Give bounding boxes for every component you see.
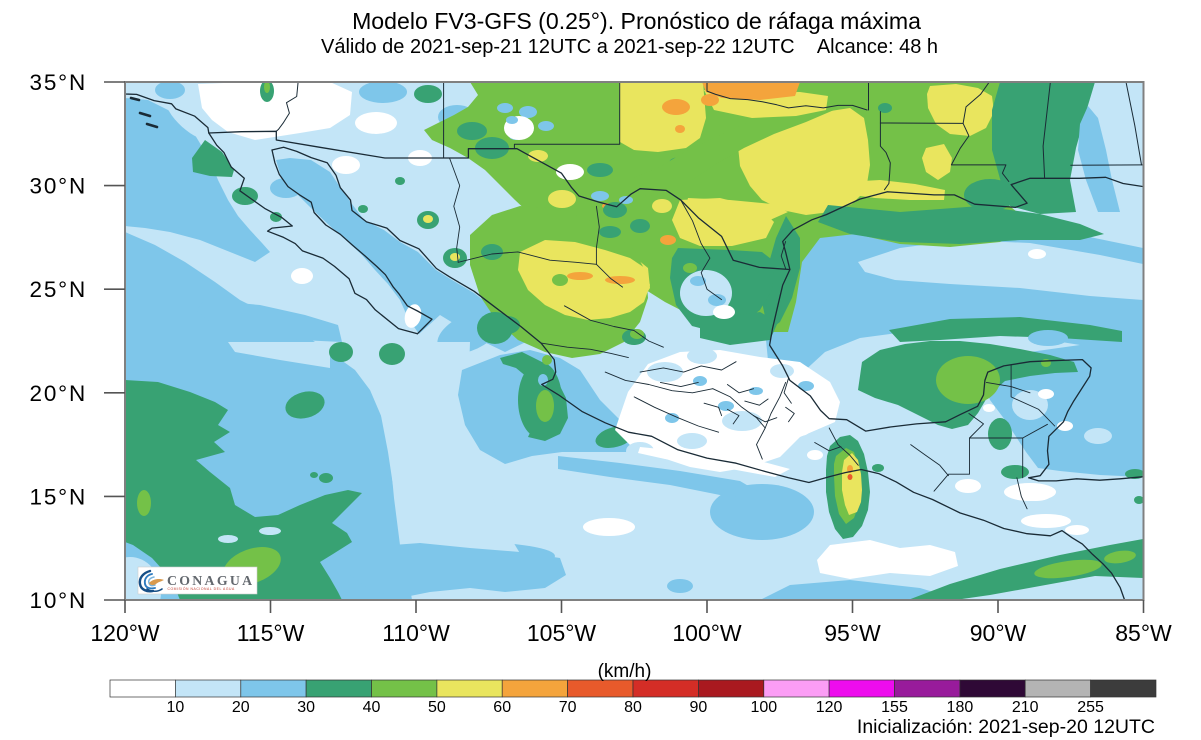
svg-text:120°W: 120°W xyxy=(90,620,160,646)
svg-text:105°W: 105°W xyxy=(527,620,597,646)
svg-text:90°W: 90°W xyxy=(970,620,1027,646)
svg-text:155: 155 xyxy=(881,699,908,716)
svg-text:80: 80 xyxy=(624,699,642,716)
svg-text:30: 30 xyxy=(297,699,315,716)
svg-text:70: 70 xyxy=(559,699,577,716)
svg-text:COMISIÓN NACIONAL DEL AGUA: COMISIÓN NACIONAL DEL AGUA xyxy=(168,586,236,591)
svg-text:10: 10 xyxy=(167,699,185,716)
svg-text:10°N: 10°N xyxy=(30,588,87,613)
svg-text:20: 20 xyxy=(232,699,250,716)
svg-text:180: 180 xyxy=(947,699,974,716)
svg-text:255: 255 xyxy=(1077,699,1104,716)
svg-text:60: 60 xyxy=(493,699,511,716)
svg-text:115°W: 115°W xyxy=(237,620,305,646)
svg-text:85°W: 85°W xyxy=(1115,620,1172,646)
svg-text:100: 100 xyxy=(750,699,777,716)
svg-text:120: 120 xyxy=(816,699,843,716)
svg-text:35°N: 35°N xyxy=(30,70,87,95)
svg-text:95°W: 95°W xyxy=(824,620,881,646)
svg-text:15°N: 15°N xyxy=(30,484,87,509)
svg-text:90: 90 xyxy=(690,699,708,716)
svg-text:25°N: 25°N xyxy=(30,277,87,302)
svg-text:40: 40 xyxy=(363,699,381,716)
svg-text:20°N: 20°N xyxy=(30,381,87,406)
svg-text:CONAGUA: CONAGUA xyxy=(167,573,254,588)
svg-text:100°W: 100°W xyxy=(672,620,742,646)
svg-text:50: 50 xyxy=(428,699,446,716)
svg-text:110°W: 110°W xyxy=(382,620,450,646)
svg-text:30°N: 30°N xyxy=(30,174,87,199)
svg-text:210: 210 xyxy=(1012,699,1039,716)
